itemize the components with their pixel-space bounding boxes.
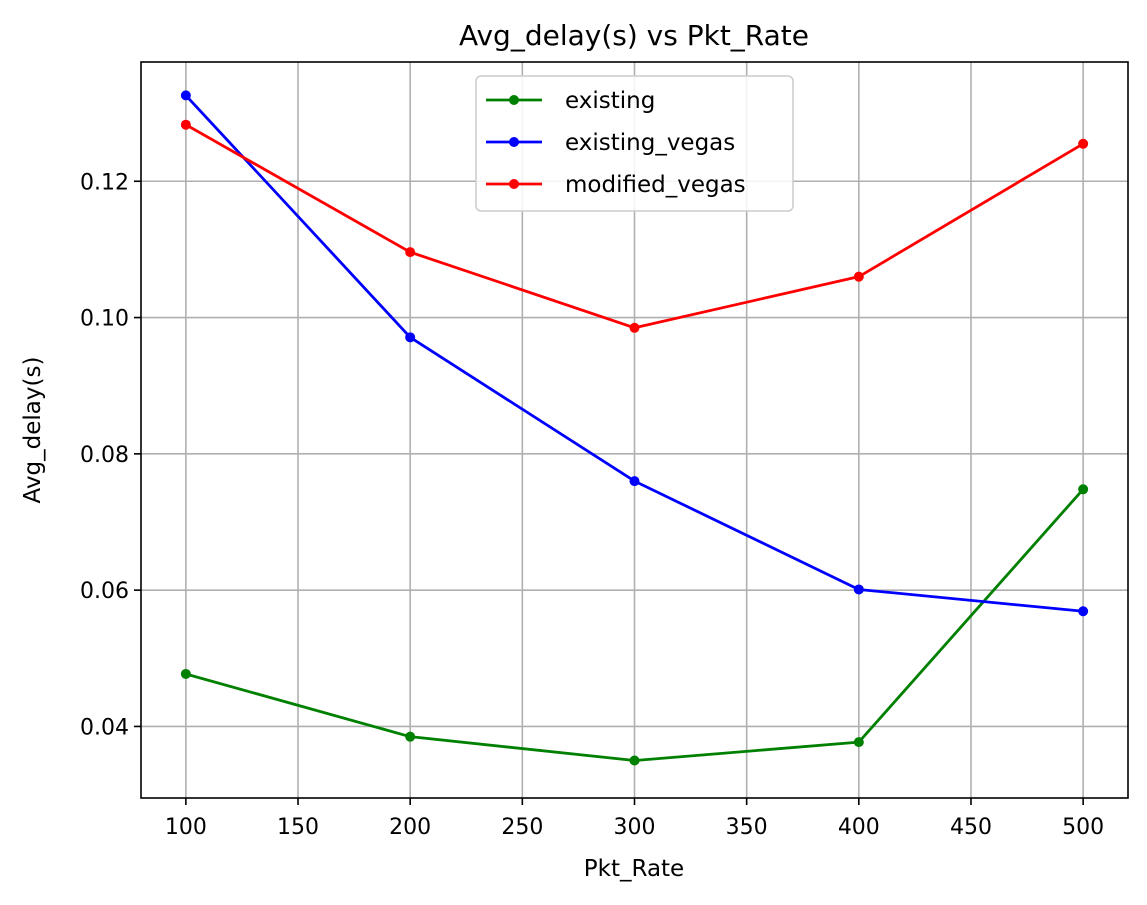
legend: existing existing_vegas modified_vegas	[475, 75, 794, 212]
series-existing	[180, 484, 1089, 766]
x-tick-label: 450	[950, 815, 992, 840]
data-point	[1078, 606, 1089, 617]
series-group	[180, 90, 1089, 766]
y-tick-label: 0.12	[80, 170, 129, 195]
data-point	[1078, 138, 1089, 149]
legend-label: existing	[565, 88, 655, 114]
legend-label: existing_vegas	[565, 130, 735, 156]
data-point	[180, 119, 191, 130]
data-point	[629, 755, 640, 766]
series-modified-vegas	[180, 119, 1089, 333]
legend-marker	[509, 137, 519, 147]
x-axis-label: Pkt_Rate	[584, 856, 684, 882]
legend-marker	[509, 179, 519, 189]
x-tick-label: 350	[726, 815, 768, 840]
data-point	[180, 668, 191, 679]
series-existing-vegas	[180, 90, 1089, 617]
y-axis-ticks: 0.04 0.06 0.08 0.10 0.12	[80, 170, 141, 740]
data-point	[629, 322, 640, 333]
legend-entry: existing	[486, 88, 655, 114]
data-point	[853, 737, 864, 748]
x-tick-label: 150	[277, 815, 319, 840]
data-point	[629, 476, 640, 487]
data-point	[405, 247, 416, 258]
data-point	[853, 271, 864, 282]
chart-title: Avg_delay(s) vs Pkt_Rate	[459, 19, 809, 52]
x-tick-label: 250	[501, 815, 543, 840]
data-point	[405, 731, 416, 742]
x-tick-label: 300	[614, 815, 656, 840]
y-axis-label: Avg_delay(s)	[20, 357, 46, 504]
y-tick-label: 0.08	[80, 443, 129, 468]
x-tick-label: 200	[389, 815, 431, 840]
data-point	[1078, 484, 1089, 495]
data-point	[405, 332, 416, 343]
x-tick-label: 500	[1062, 815, 1104, 840]
data-point	[180, 90, 191, 101]
x-tick-label: 100	[165, 815, 207, 840]
legend-box	[475, 75, 794, 212]
legend-label: modified_vegas	[565, 172, 746, 198]
x-axis-ticks: 100 150 200 250 300 350 400 450 500	[165, 798, 1104, 840]
y-tick-label: 0.06	[80, 579, 129, 604]
x-tick-label: 400	[838, 815, 880, 840]
legend-entry: existing_vegas	[486, 130, 735, 156]
legend-entry: modified_vegas	[486, 172, 746, 198]
y-tick-label: 0.10	[80, 307, 129, 332]
y-tick-label: 0.04	[80, 715, 129, 740]
legend-marker	[509, 95, 519, 105]
data-point	[853, 584, 864, 595]
